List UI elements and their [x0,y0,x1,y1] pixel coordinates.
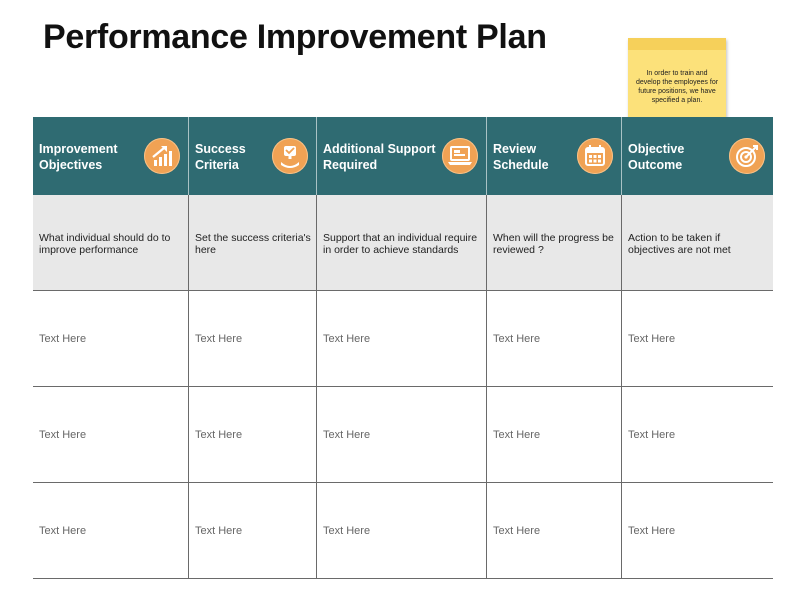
cell-text: Text Here [323,333,371,345]
table-cell: Text Here [33,483,189,578]
plan-table: Improvement Objectives Success Criteria [33,117,773,579]
header-additional-support: Additional Support Required [317,117,487,195]
description-cell: When will the progress be reviewed ? [487,195,622,290]
table-cell: Text Here [189,291,317,386]
description-text: What individual should do to improve per… [39,232,171,256]
header-label: Objective Outcome [628,142,685,172]
cell-text: Text Here [39,525,87,537]
table-cell: Text Here [622,483,773,578]
description-text: Action to be taken if objectives are not… [628,232,731,256]
table-cell: Text Here [189,483,317,578]
cell-text: Text Here [493,429,541,441]
description-cell: What individual should do to improve per… [33,195,189,290]
description-cell: Support that an individual require in or… [317,195,487,290]
cell-text: Text Here [195,333,243,345]
table-cell: Text Here [317,483,487,578]
cell-text: Text Here [628,333,676,345]
cell-text: Text Here [323,429,371,441]
table-row: Text Here Text Here Text Here Text Here … [33,291,773,387]
table-cell: Text Here [189,387,317,482]
header-success-criteria: Success Criteria [189,117,317,195]
cell-text: Text Here [39,429,87,441]
trophy-hand-icon [272,138,308,174]
header-row: Improvement Objectives Success Criteria [33,117,773,195]
cell-text: Text Here [195,429,243,441]
header-label: Additional Support Required [323,142,436,172]
note-tape [628,38,726,50]
laptop-support-icon [442,138,478,174]
description-cell: Action to be taken if objectives are not… [622,195,773,290]
table-cell: Text Here [487,387,622,482]
target-icon [729,138,765,174]
table-cell: Text Here [33,291,189,386]
cell-text: Text Here [493,333,541,345]
cell-text: Text Here [493,525,541,537]
cell-text: Text Here [39,333,87,345]
header-label: Improvement Objectives [39,142,118,172]
table-row: Text Here Text Here Text Here Text Here … [33,387,773,483]
cell-text: Text Here [628,429,676,441]
header-improvement-objectives: Improvement Objectives [33,117,189,195]
table-row: Text Here Text Here Text Here Text Here … [33,483,773,578]
header-label: Success Criteria [195,142,246,172]
table-cell: Text Here [33,387,189,482]
growth-chart-icon [144,138,180,174]
header-label: Review Schedule [493,142,549,172]
description-text: Support that an individual require in or… [323,232,478,256]
description-text: Set the success criteria's here [195,232,311,256]
table-cell: Text Here [622,291,773,386]
table-cell: Text Here [317,291,487,386]
table-cell: Text Here [487,291,622,386]
description-cell: Set the success criteria's here [189,195,317,290]
table-cell: Text Here [317,387,487,482]
header-objective-outcome: Objective Outcome [622,117,773,195]
page-title: Performance Improvement Plan [43,18,547,56]
calendar-icon [577,138,613,174]
description-row: What individual should do to improve per… [33,195,773,291]
note-text: In order to train and develop the employ… [635,70,719,104]
table-cell: Text Here [487,483,622,578]
header-review-schedule: Review Schedule [487,117,622,195]
description-text: When will the progress be reviewed ? [493,232,614,256]
table-cell: Text Here [622,387,773,482]
cell-text: Text Here [628,525,676,537]
cell-text: Text Here [195,525,243,537]
cell-text: Text Here [323,525,371,537]
